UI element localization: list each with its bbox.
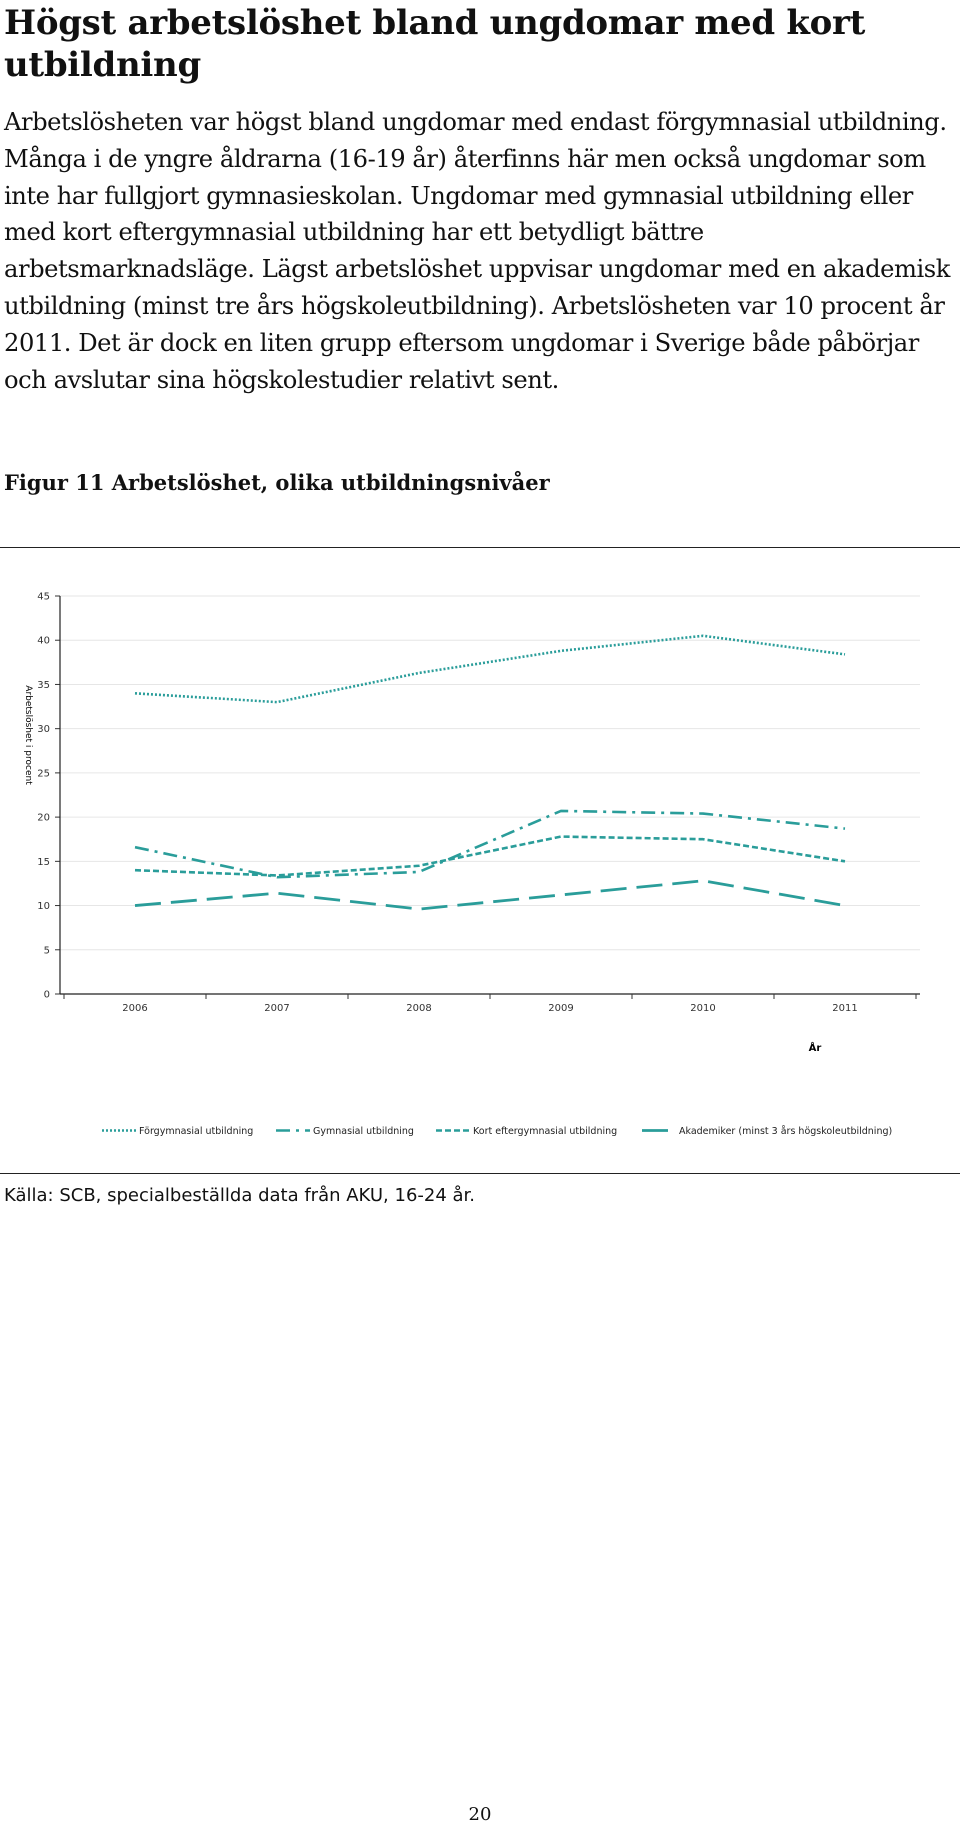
x-tick-label: 2011: [832, 1003, 857, 1014]
source-note: Källa: SCB, specialbeställda data från A…: [4, 1185, 476, 1206]
x-tick-label: 2010: [690, 1003, 715, 1014]
y-tick-label: 20: [37, 813, 50, 824]
legend-label-3: Kort eftergymnasial utbildning: [473, 1126, 617, 1137]
legend-label-1: Förgymnasial utbildning: [139, 1126, 253, 1137]
figure-bottom-rule: [0, 1173, 960, 1174]
chart-axes: 0 5 10 15 20 25 30 35 40 45 2006 2007 2008 2009 2010 20…: [37, 592, 920, 1014]
figure-caption: Figur 11 Arbetslöshet, olika utbildnings…: [4, 470, 550, 495]
x-tick-label: 2008: [406, 1003, 431, 1014]
y-tick-label: 40: [37, 636, 50, 647]
y-tick-label: 25: [37, 768, 50, 779]
x-tick-label: 2009: [548, 1003, 573, 1014]
chart-legend: Förgymnasial utbildning Gymnasial utbildn…: [102, 1126, 892, 1137]
y-tick-label: 10: [37, 901, 50, 912]
y-tick-label: 15: [37, 857, 50, 868]
y-tick-label: 45: [37, 592, 50, 603]
x-tick-label: 2006: [122, 1003, 147, 1014]
series-line-2: [134, 809, 846, 879]
series-line-3: [134, 835, 846, 877]
legend-label-2: Gymnasial utbildning: [313, 1126, 414, 1137]
y-axis-title: Arbetslöshet i procent: [23, 685, 33, 785]
page-number: 20: [468, 1804, 492, 1825]
x-tick-label: 2007: [264, 1003, 289, 1014]
legend-label-4: Akademiker (minst 3 års högskoleutbildni…: [679, 1126, 892, 1137]
x-axis-title: År: [809, 1041, 822, 1054]
y-tick-label: 0: [44, 990, 50, 1001]
intro-paragraph: Arbetslösheten var högst bland ungdomar …: [4, 108, 950, 394]
y-tick-label: 30: [37, 724, 50, 735]
page-heading: Högst arbetslöshet bland ungdomar med ko…: [4, 3, 866, 85]
y-tick-label: 5: [44, 945, 50, 956]
y-tick-label: 35: [37, 680, 50, 691]
figure-top-rule: [0, 547, 960, 548]
unemployment-line-chart: 0 5 10 15 20 25 30 35 40 45 2006 2007 2008 2009 2010 20…: [23, 592, 920, 1137]
chart-series: [134, 634, 846, 911]
series-line-4: [134, 879, 846, 911]
series-line-1: [134, 634, 846, 704]
